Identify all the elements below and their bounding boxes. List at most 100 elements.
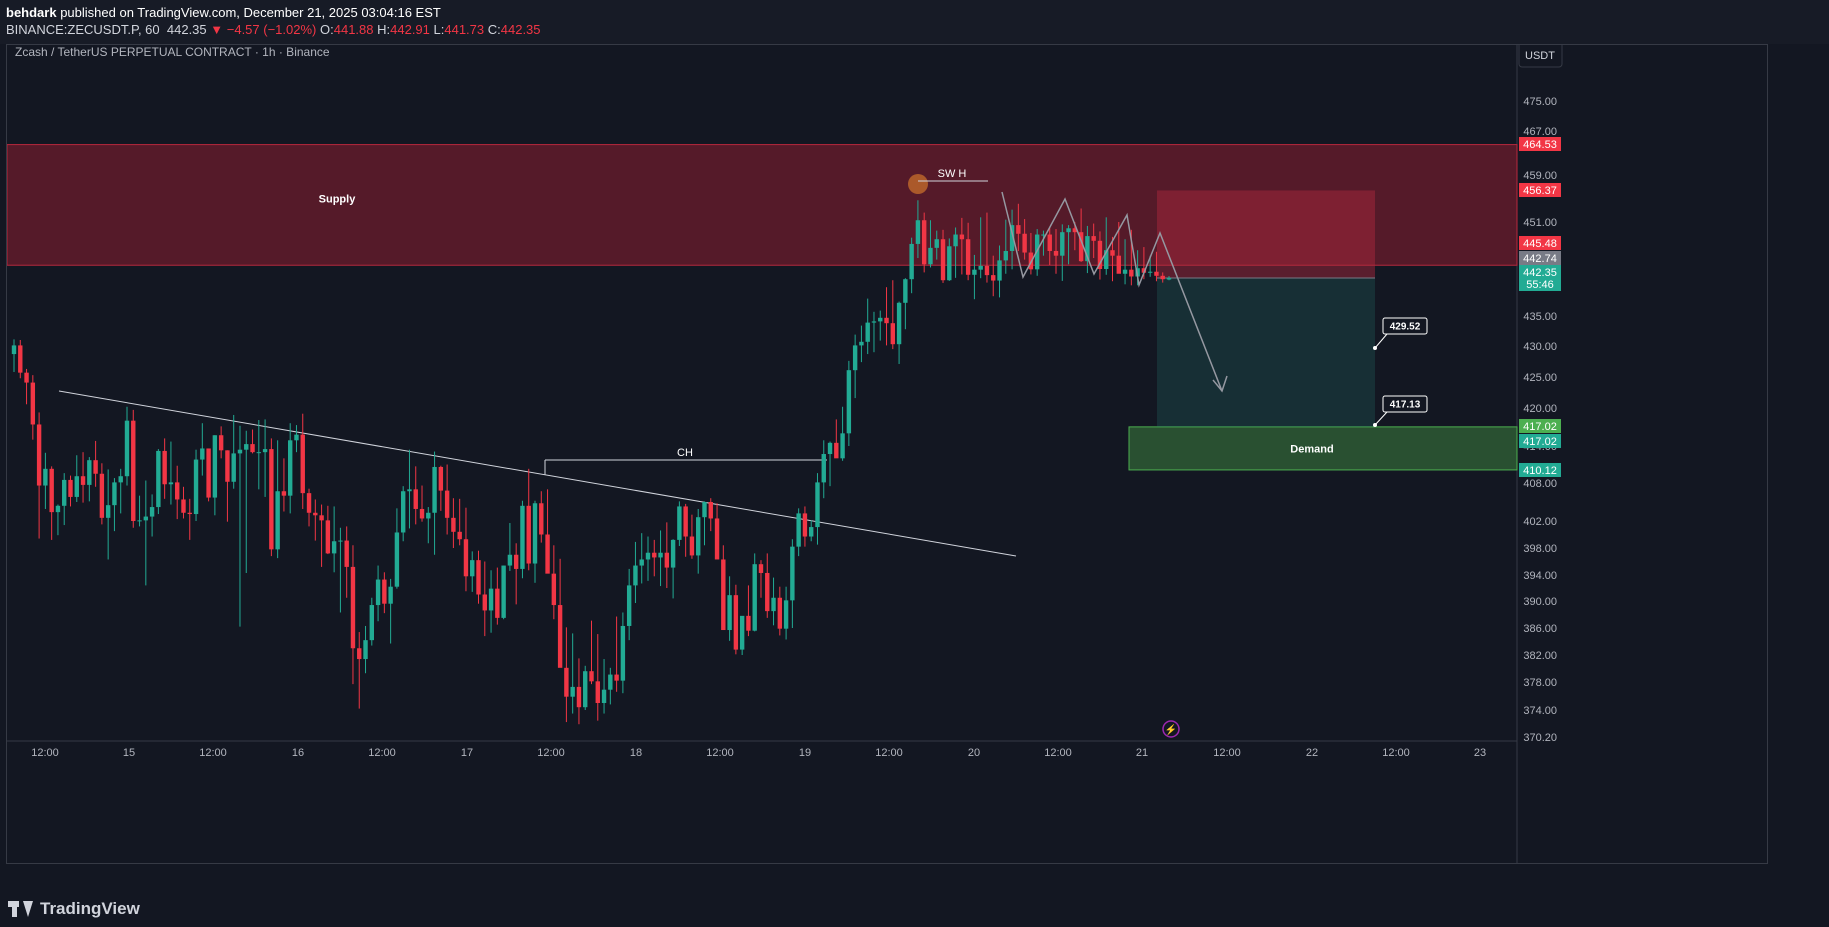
candle-body[interactable]: [30, 382, 36, 425]
candle-body[interactable]: [105, 505, 111, 518]
candle-body[interactable]: [287, 440, 293, 496]
candle-body[interactable]: [438, 466, 444, 491]
candle-body[interactable]: [777, 597, 783, 629]
candle-body[interactable]: [275, 491, 280, 550]
candle-body[interactable]: [608, 674, 613, 690]
candle-body[interactable]: [419, 508, 425, 519]
candle-body[interactable]: [231, 453, 236, 482]
candle-body[interactable]: [262, 449, 268, 453]
candle-body[interactable]: [124, 420, 130, 477]
candle-body[interactable]: [940, 239, 946, 281]
candle-body[interactable]: [840, 433, 845, 459]
candle-body[interactable]: [645, 552, 651, 560]
candle-body[interactable]: [859, 341, 864, 346]
candle-body[interactable]: [476, 560, 481, 595]
candle-body[interactable]: [482, 594, 487, 611]
candle-body[interactable]: [87, 460, 92, 485]
candle-body[interactable]: [43, 468, 48, 486]
candle-body[interactable]: [928, 247, 933, 265]
candle-body[interactable]: [495, 588, 500, 618]
candle-body[interactable]: [978, 265, 983, 270]
candle-body[interactable]: [306, 493, 312, 513]
candle-body[interactable]: [388, 586, 393, 604]
candle-body[interactable]: [74, 476, 79, 497]
candle-body[interactable]: [752, 564, 757, 631]
candle-body[interactable]: [1078, 232, 1084, 262]
candlestick-chart[interactable]: Supply Demand CH SW H 429.52 417.13 ⚡ 475.00 467…: [7, 45, 1767, 863]
candle-body[interactable]: [896, 302, 902, 345]
candle-body[interactable]: [137, 520, 142, 522]
candle-body[interactable]: [1097, 240, 1103, 269]
candle-body[interactable]: [237, 449, 243, 454]
candle-body[interactable]: [991, 275, 996, 281]
candle-body[interactable]: [488, 588, 494, 611]
tradingview-logo[interactable]: TradingView: [8, 899, 140, 919]
candle-body[interactable]: [407, 489, 412, 492]
candle-body[interactable]: [36, 424, 42, 486]
candle-body[interactable]: [626, 585, 632, 626]
candle-body[interactable]: [149, 507, 155, 517]
candle-body[interactable]: [1141, 268, 1147, 273]
candle-body[interactable]: [670, 539, 676, 568]
candle-body[interactable]: [809, 527, 814, 537]
candle-body[interactable]: [501, 565, 506, 618]
candle-body[interactable]: [1091, 236, 1096, 241]
candle-body[interactable]: [765, 572, 770, 612]
candle-body[interactable]: [921, 220, 927, 265]
candle-body[interactable]: [1147, 271, 1153, 273]
candle-body[interactable]: [834, 442, 839, 459]
candle-body[interactable]: [783, 600, 789, 629]
candle-body[interactable]: [633, 565, 638, 586]
candle-body[interactable]: [80, 476, 86, 485]
candle-body[interactable]: [526, 505, 531, 564]
candle-body[interactable]: [93, 460, 98, 474]
candle-body[interactable]: [714, 518, 720, 560]
candle-body[interactable]: [1135, 268, 1140, 277]
candle-body[interactable]: [269, 449, 274, 550]
candle-body[interactable]: [909, 243, 914, 280]
candle-body[interactable]: [156, 450, 161, 508]
candle-body[interactable]: [244, 444, 249, 450]
candle-body[interactable]: [1066, 228, 1071, 233]
candle-body[interactable]: [55, 505, 61, 513]
candle-body[interactable]: [212, 435, 218, 498]
candle-body[interactable]: [187, 512, 192, 515]
candle-body[interactable]: [934, 239, 939, 248]
candle-body[interactable]: [206, 448, 211, 498]
candle-body[interactable]: [175, 482, 180, 500]
candle-body[interactable]: [959, 234, 965, 240]
candle-body[interactable]: [601, 689, 607, 703]
candle-body[interactable]: [689, 536, 695, 556]
candle-body[interactable]: [520, 505, 525, 569]
candle-body[interactable]: [620, 625, 626, 681]
candle-body[interactable]: [796, 513, 801, 547]
candle-body[interactable]: [331, 541, 337, 554]
candle-body[interactable]: [11, 345, 17, 355]
candle-body[interactable]: [382, 579, 387, 604]
candle-body[interactable]: [551, 573, 557, 606]
candle-body[interactable]: [758, 564, 764, 573]
candle-body[interactable]: [24, 372, 29, 383]
candle-body[interactable]: [319, 515, 324, 521]
candle-body[interactable]: [325, 520, 331, 554]
candle-body[interactable]: [790, 546, 795, 601]
candle-body[interactable]: [1129, 269, 1134, 277]
candle-body[interactable]: [375, 579, 381, 606]
candle-body[interactable]: [802, 513, 808, 537]
candle-body[interactable]: [363, 640, 368, 660]
candle-body[interactable]: [915, 220, 921, 244]
candle-body[interactable]: [564, 667, 569, 697]
candle-body[interactable]: [658, 552, 663, 558]
candle-body[interactable]: [300, 434, 305, 494]
candle-body[interactable]: [664, 552, 670, 568]
candle-body[interactable]: [281, 491, 287, 496]
candle-body[interactable]: [727, 595, 732, 631]
candle-body[interactable]: [539, 503, 544, 535]
candle-body[interactable]: [739, 615, 745, 650]
candle-body[interactable]: [652, 552, 657, 558]
candle-body[interactable]: [1047, 234, 1052, 251]
candle-body[interactable]: [947, 246, 952, 281]
candle-body[interactable]: [683, 506, 688, 537]
candle-body[interactable]: [1160, 275, 1165, 280]
candle-body[interactable]: [570, 686, 575, 697]
